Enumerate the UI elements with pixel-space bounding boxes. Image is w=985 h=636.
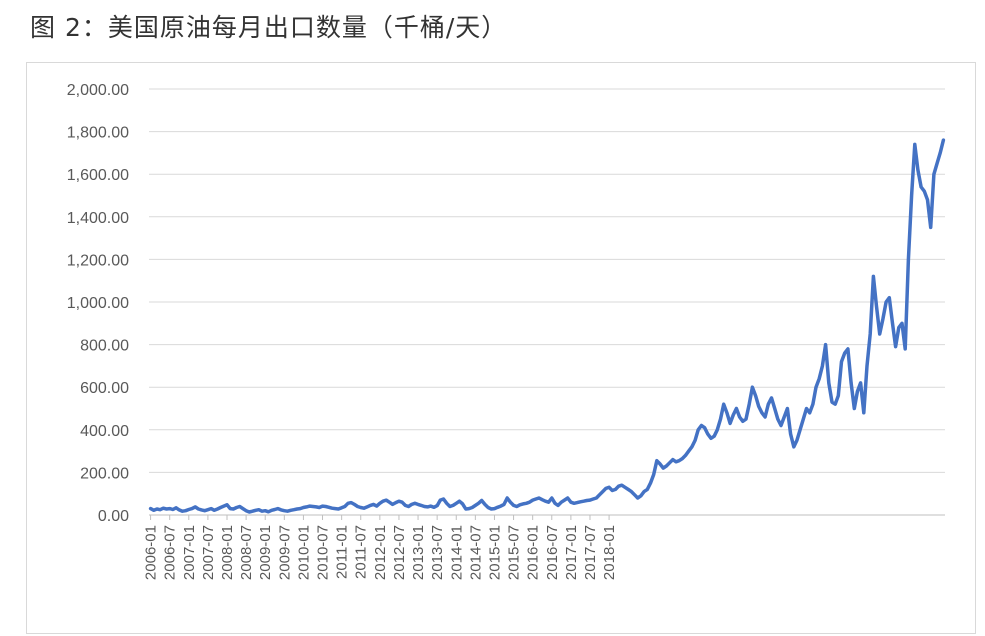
x-tick-label: 2008-07 [238,525,255,580]
line-chart: 0.00 200.00 400.00 600.00 800.00 1,000.00 1,20… [67,82,946,580]
x-tick-label: 2018-01 [601,525,618,580]
y-tick-label: 1,400.00 [67,210,129,227]
x-tick-label: 2008-01 [219,525,236,580]
chart-frame: 0.00 200.00 400.00 600.00 800.00 1,000.00 1,20… [26,62,976,634]
x-axis: 2006-01 2006-07 2007-01 2007-07 2008-01 2008-… [143,514,945,580]
x-tick-label: 2016-07 [544,525,561,580]
x-tick-label: 2009-01 [257,525,274,580]
y-tick-label: 1,600.00 [67,167,129,184]
y-tick-label: 400.00 [80,423,129,440]
x-tick-label: 2016-01 [525,525,542,580]
series-line [148,138,946,514]
x-tick-label: 2017-01 [563,525,580,580]
x-tick-label: 2012-07 [391,525,408,580]
figure-caption: 图 2：美国原油每月出口数量（千桶/天） [30,13,508,42]
x-tick-label: 2014-07 [467,525,484,580]
y-tick-label: 800.00 [80,338,129,355]
x-tick-label: 2012-01 [372,525,389,580]
x-tick-label: 2014-01 [448,525,465,580]
x-tick-label: 2010-07 [315,525,332,580]
gridlines [149,88,945,473]
x-tick-label: 2011-01 [334,525,351,579]
x-tick-label: 2007-07 [200,525,217,580]
y-tick-label: 600.00 [80,380,129,397]
x-tick-label: 2015-07 [506,525,523,580]
x-tick-label: 2013-07 [429,525,446,580]
x-tick-label: 2015-01 [486,525,503,580]
y-tick-label: 0.00 [98,508,129,525]
y-tick-label: 1,000.00 [67,295,129,312]
y-axis-labels: 0.00 200.00 400.00 600.00 800.00 1,000.00 1,20… [67,82,129,525]
x-tick-label: 2017-07 [582,525,599,580]
y-tick-label: 2,000.00 [67,82,129,99]
x-tick-label: 2006-01 [143,525,160,580]
y-tick-label: 1,800.00 [67,125,129,142]
series [148,138,946,514]
x-tick-label: 2006-07 [162,525,179,580]
x-tick-label: 2007-01 [181,525,198,580]
x-tick-label: 2013-01 [410,525,427,580]
x-tick-label: 2010-01 [295,525,312,580]
x-tick-label: 2011-07 [353,525,370,579]
y-tick-label: 1,200.00 [67,252,129,269]
x-tick-label: 2009-07 [276,525,293,580]
y-tick-label: 200.00 [80,465,129,482]
